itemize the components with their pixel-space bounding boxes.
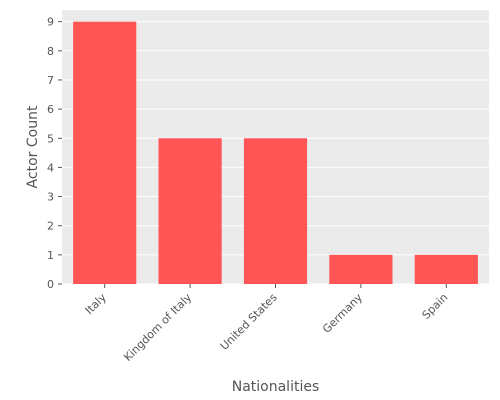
y-tick-label: 1 — [47, 249, 54, 262]
bars — [73, 21, 478, 284]
x-tick-label: Spain — [419, 291, 450, 322]
x-tick-label: United States — [218, 291, 280, 353]
y-tick-label: 5 — [47, 132, 54, 145]
y-axis: 0 1 2 3 4 5 6 7 8 9 — [47, 16, 62, 291]
bar — [329, 254, 393, 284]
bar — [73, 21, 137, 284]
x-tick-label: Kingdom of Italy — [121, 291, 194, 364]
bar — [243, 138, 308, 284]
y-tick-label: 3 — [47, 191, 54, 204]
y-tick-label: 2 — [47, 220, 54, 233]
y-axis-title: Actor Count — [25, 105, 41, 188]
y-tick-label: 4 — [47, 161, 54, 174]
bar — [414, 254, 478, 284]
x-tick-label: Germany — [320, 291, 365, 336]
x-tick-label: Italy — [83, 291, 109, 317]
y-tick-label: 6 — [47, 103, 54, 116]
x-axis: Italy Kingdom of Italy United States German… — [83, 284, 450, 364]
bar — [158, 138, 222, 284]
y-tick-label: 0 — [47, 278, 54, 291]
y-tick-label: 7 — [47, 74, 54, 87]
y-tick-label: 9 — [47, 16, 54, 29]
x-axis-title: Nationalities — [232, 379, 320, 395]
y-tick-label: 8 — [47, 45, 54, 58]
